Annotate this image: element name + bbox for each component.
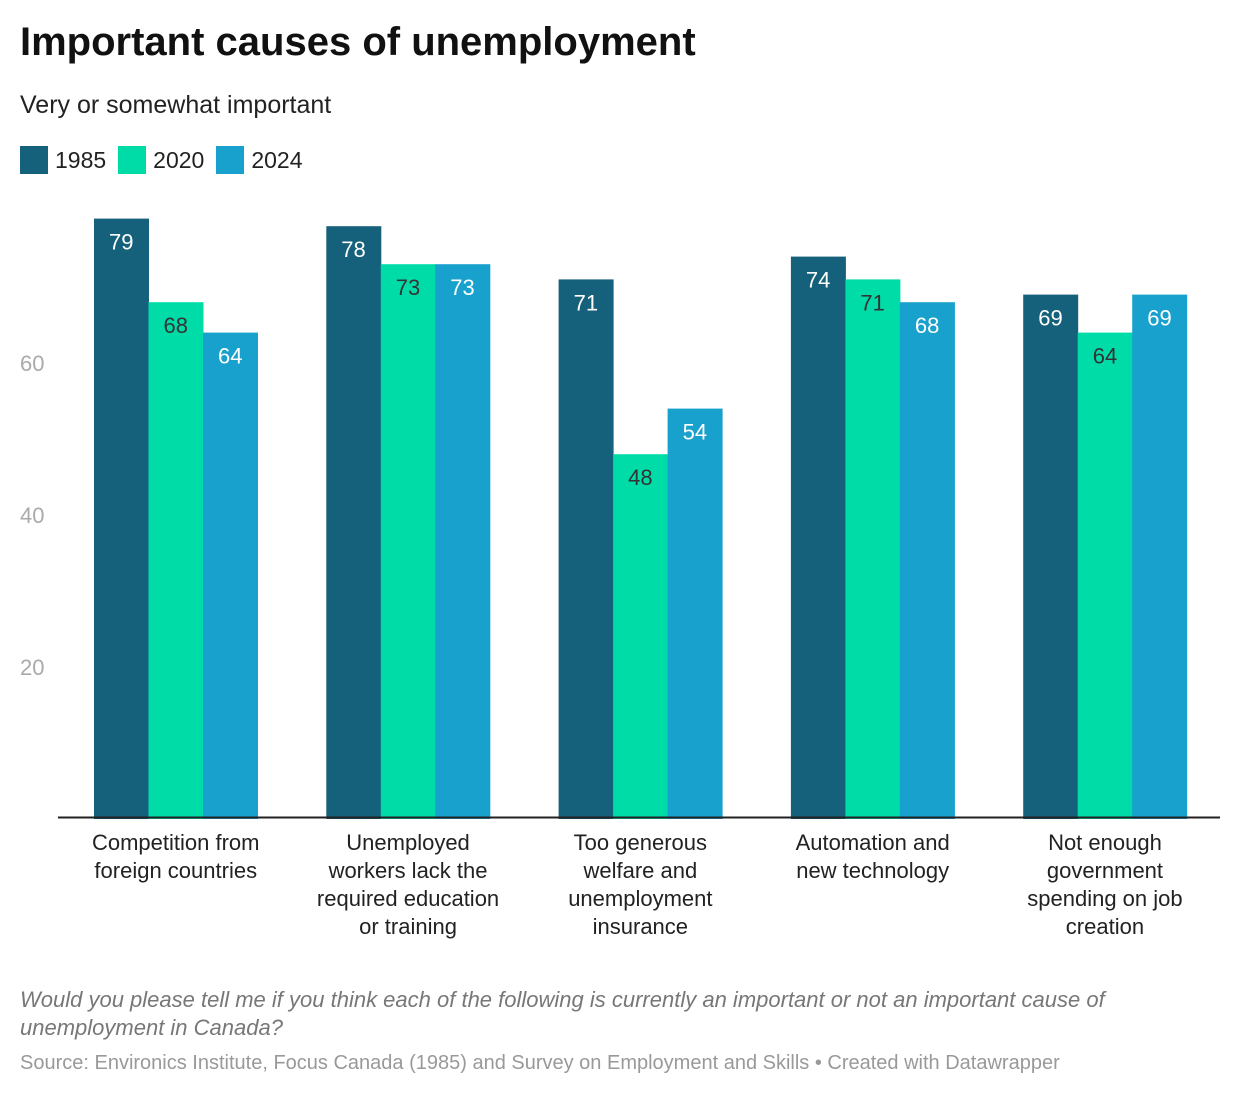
data-label: 64: [1093, 344, 1117, 369]
legend: 1985 2020 2024: [20, 146, 315, 174]
category-label: Not enough: [1048, 830, 1162, 855]
category-label: welfare and: [582, 858, 697, 883]
legend-swatch: [20, 146, 48, 174]
y-tick-label: 40: [20, 503, 44, 528]
data-label: 79: [109, 230, 133, 255]
bar-2024: [667, 408, 723, 819]
data-label: 69: [1038, 306, 1062, 331]
bar-2024: [899, 302, 955, 819]
data-label: 73: [396, 275, 420, 300]
bar-1985: [790, 256, 846, 820]
legend-swatch: [216, 146, 245, 174]
source-credit: Source: Environics Institute, Focus Cana…: [20, 1052, 1060, 1074]
bar-1985: [326, 226, 382, 819]
data-label: 74: [806, 268, 830, 293]
bar-2024: [203, 332, 258, 819]
chart-title: Important causes of unemployment: [20, 20, 696, 64]
legend-item-1985: 1985: [20, 146, 106, 174]
bar-2024: [1132, 294, 1188, 820]
y-tick-label: 20: [20, 655, 44, 680]
legend-label: 2020: [153, 146, 205, 173]
legend-item-2024: 2024: [216, 146, 303, 174]
bar-2020: [613, 454, 669, 819]
survey-question-note: Would you please tell me if you think ea…: [20, 987, 1105, 1040]
bar-2020: [1077, 332, 1133, 819]
category-label: creation: [1066, 914, 1144, 939]
bar-2020: [148, 302, 204, 819]
data-label: 68: [164, 313, 188, 338]
category-label: government: [1047, 858, 1163, 883]
legend-swatch: [118, 146, 147, 174]
category-label: or training: [359, 914, 457, 939]
bar-2024: [435, 264, 491, 819]
data-label: 78: [341, 237, 365, 262]
category-label: required education: [317, 886, 499, 911]
category-label: spending on job: [1027, 886, 1182, 911]
bar-1985: [94, 218, 149, 820]
category-label: Automation and: [796, 830, 950, 855]
bar-1985: [1023, 294, 1079, 820]
category-label: new technology: [796, 858, 949, 883]
legend-label: 1985: [55, 146, 107, 173]
category-label: foreign countries: [94, 858, 257, 883]
bar-1985: [558, 279, 614, 819]
data-label: 69: [1147, 306, 1171, 331]
chart-subtitle: Very or somewhat important: [20, 91, 332, 119]
category-label: Too generous: [574, 830, 707, 855]
data-label: 54: [683, 420, 707, 445]
category-label: insurance: [593, 914, 688, 939]
bar-2020: [380, 264, 436, 819]
y-tick-label: 60: [20, 351, 44, 376]
bar-2020: [845, 279, 901, 819]
data-label: 68: [915, 313, 939, 338]
data-label: 48: [628, 465, 652, 490]
data-label: 71: [860, 290, 884, 315]
data-label: 64: [218, 344, 242, 369]
legend-item-2020: 2020: [118, 146, 204, 174]
legend-label: 2024: [251, 146, 303, 173]
data-label: 73: [450, 275, 474, 300]
category-label: Unemployed: [346, 830, 470, 855]
category-label: unemployment: [568, 886, 712, 911]
data-label: 71: [574, 290, 598, 315]
category-label: workers lack the: [328, 858, 488, 883]
category-label: Competition from: [92, 830, 260, 855]
